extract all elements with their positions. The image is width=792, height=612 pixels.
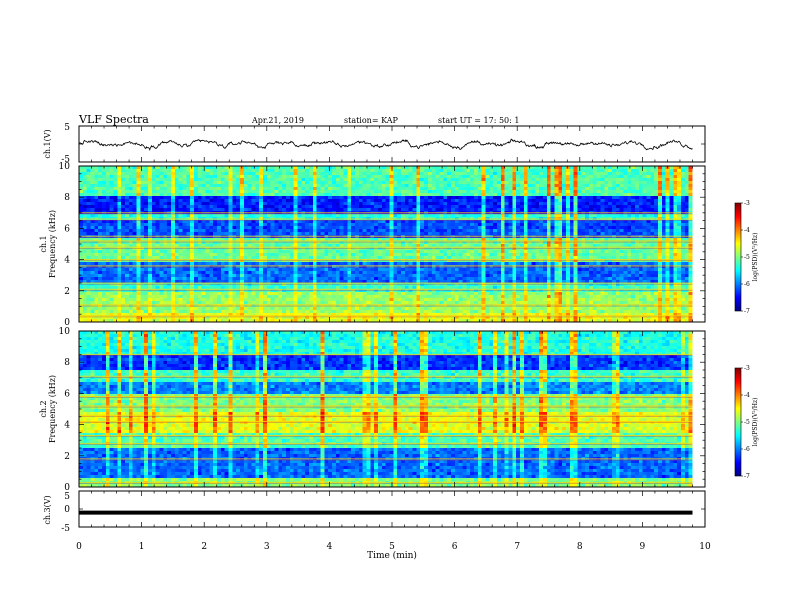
ch1-colorbar-tick-label: -3 [744, 200, 750, 207]
ch2-spectrogram-cells [79, 331, 693, 487]
ch1-colorbar-label: log(PSD)(V²/Hz) [752, 233, 759, 282]
ch2-ytick-label: 8 [64, 358, 70, 368]
ch1-colorbar-tick-label: -5 [744, 254, 750, 261]
ch1-ytick-top: 5 [64, 123, 70, 133]
ch2-colorbar-tick-label: -4 [744, 392, 750, 399]
figure-title: VLF Spectra [78, 113, 149, 126]
ch1-ytick-label: 2 [64, 287, 70, 297]
x-tick-label: 4 [327, 542, 333, 552]
ch1-colorbar-tick-label: -7 [744, 308, 750, 315]
x-tick-label: 5 [389, 542, 395, 552]
ch1-waveform-panel: 5 -5 ch.1(V) [43, 123, 706, 165]
ch1-ytick-label: 10 [59, 162, 71, 172]
ch2-ytick-label: 2 [64, 452, 70, 462]
ch1-ylabel-line: Frequency (kHz) [48, 210, 57, 278]
ch2-spectrogram-ylabel: ch.2Frequency (kHz) [39, 375, 57, 443]
ch1-waveform-frame [78, 125, 706, 163]
date-label: Apr.21, 2019 [251, 116, 304, 125]
ch2-colorbar: -3 -4 -5 -6 -7 log(PSD)(V²/Hz) [734, 365, 759, 480]
ch3-waveform-panel: 5 0 -5 ch.3(V) [43, 490, 706, 534]
ch3-waveform-ylabel: ch.3(V) [43, 495, 52, 524]
ch2-ytick-label: 10 [59, 327, 71, 337]
ch2-colorbar-tick-label: -7 [744, 473, 750, 480]
ch3-ytick-mid: 0 [64, 505, 70, 515]
x-tick-label: 6 [452, 542, 458, 552]
ch1-ytick-label: 6 [64, 224, 70, 234]
ch1-ytick-label: 0 [64, 318, 70, 328]
ch1-colorbar-tick-label: -4 [744, 227, 750, 234]
ch2-colorbar-tick-label: -6 [744, 446, 750, 453]
ch1-spectrogram-cells [79, 166, 693, 322]
ch1-spectrogram-panel: 0 2 4 6 8 10 ch.1Frequency (kHz) [39, 162, 706, 328]
x-tick-label: 1 [139, 542, 145, 552]
x-tick-label: 8 [577, 542, 583, 552]
ch2-colorbar-label: log(PSD)(V²/Hz) [752, 398, 759, 447]
x-tick-labels: 0 1 2 3 4 5 6 7 8 9 10 [76, 542, 711, 552]
ch1-ytick-label: 4 [64, 256, 70, 266]
ch1-ytick-bottom: -5 [61, 155, 70, 165]
start-time-label: start UT = 17: 50: 1 [438, 116, 519, 125]
ch1-waveform-ylabel: ch.1(V) [43, 129, 52, 158]
x-axis-label: Time (min) [367, 550, 417, 561]
ch1-colorbar: -3 -4 -5 -6 -7 log(PSD)(V²/Hz) [734, 200, 759, 315]
ch2-spectrogram-panel: 0 2 4 6 8 10 ch.2Frequency (kHz) [39, 327, 706, 493]
ch1-ytick-label: 8 [64, 193, 70, 203]
ch2-colorbar-tick-label: -5 [744, 419, 750, 426]
x-tick-label: 9 [640, 542, 646, 552]
ch1-colorbar-gradient [734, 202, 742, 312]
ch2-ytick-label: 0 [64, 483, 70, 493]
ch2-ylabel-line: Frequency (kHz) [48, 375, 57, 443]
ch1-ylabel-line: ch.1 [39, 235, 48, 252]
ch3-ytick-top: 5 [64, 492, 70, 502]
ch2-colorbar-gradient [734, 367, 742, 477]
ch2-ytick-label: 6 [64, 389, 70, 399]
ch2-ytick-label: 4 [64, 421, 70, 431]
ch2-spectrogram-heatmap [79, 331, 693, 487]
x-tick-label: 0 [76, 542, 82, 552]
ch3-ytick-bottom: -5 [61, 524, 70, 534]
x-tick-label: 10 [699, 542, 711, 552]
station-label: station= KAP [344, 116, 399, 125]
x-tick-label: 3 [264, 542, 270, 552]
ch1-waveform-line [78, 138, 693, 151]
ch1-colorbar-tick-label: -6 [744, 281, 750, 288]
ch2-colorbar-tick-label: -3 [744, 365, 750, 372]
x-tick-label: 2 [201, 542, 207, 552]
ch3-waveform-frame [78, 490, 706, 528]
ch2-ylabel-line: ch.2 [39, 400, 48, 417]
x-tick-label: 7 [514, 542, 520, 552]
ch1-spectrogram-ylabel: ch.1Frequency (kHz) [39, 210, 57, 278]
ch1-spectrogram-heatmap [79, 166, 693, 322]
